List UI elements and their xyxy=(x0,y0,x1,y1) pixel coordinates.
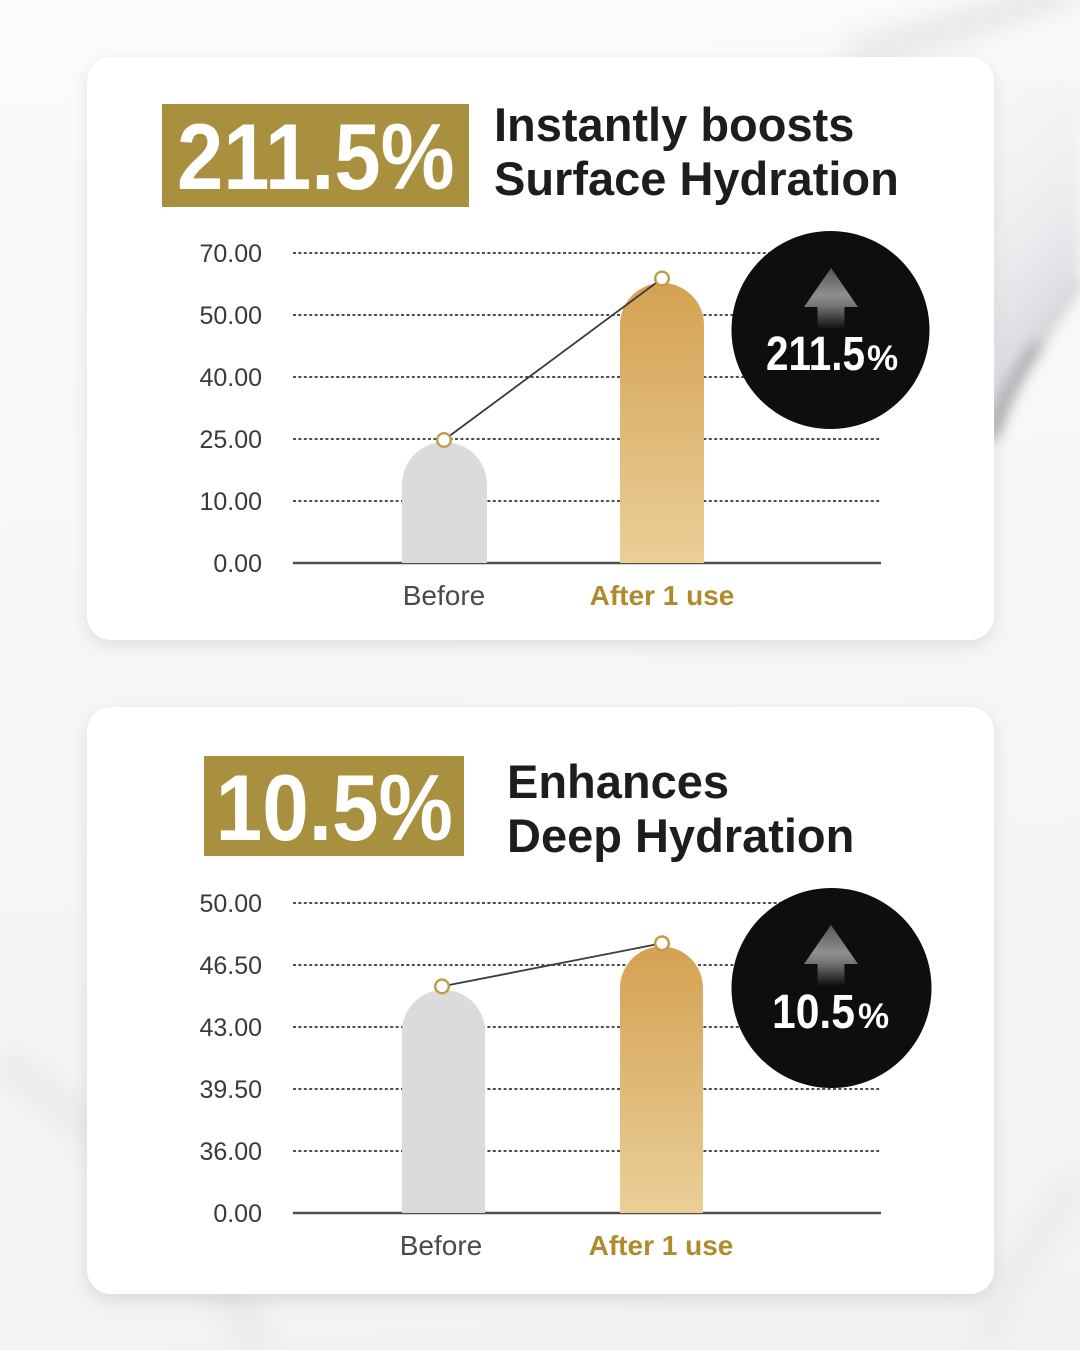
svg-text:50.00: 50.00 xyxy=(199,302,262,330)
svg-text:70.00: 70.00 xyxy=(199,240,262,268)
svg-text:%: % xyxy=(858,997,889,1036)
svg-text:10.5: 10.5 xyxy=(772,986,855,1039)
svg-text:43.00: 43.00 xyxy=(199,1014,262,1042)
svg-text:0.00: 0.00 xyxy=(213,550,262,578)
svg-text:Before: Before xyxy=(400,1230,483,1261)
svg-text:36.00: 36.00 xyxy=(199,1138,262,1166)
svg-text:0.00: 0.00 xyxy=(213,1200,262,1228)
svg-text:39.50: 39.50 xyxy=(199,1076,262,1104)
svg-text:46.50: 46.50 xyxy=(199,952,262,980)
svg-text:10.00: 10.00 xyxy=(199,488,262,516)
svg-text:%: % xyxy=(867,339,898,378)
svg-text:40.00: 40.00 xyxy=(199,364,262,392)
svg-text:Before: Before xyxy=(403,580,486,611)
svg-text:50.00: 50.00 xyxy=(199,890,262,918)
svg-text:After 1 use: After 1 use xyxy=(590,580,735,611)
svg-text:After 1 use: After 1 use xyxy=(589,1230,734,1261)
svg-text:25.00: 25.00 xyxy=(199,426,262,454)
svg-text:211.5: 211.5 xyxy=(766,328,865,381)
